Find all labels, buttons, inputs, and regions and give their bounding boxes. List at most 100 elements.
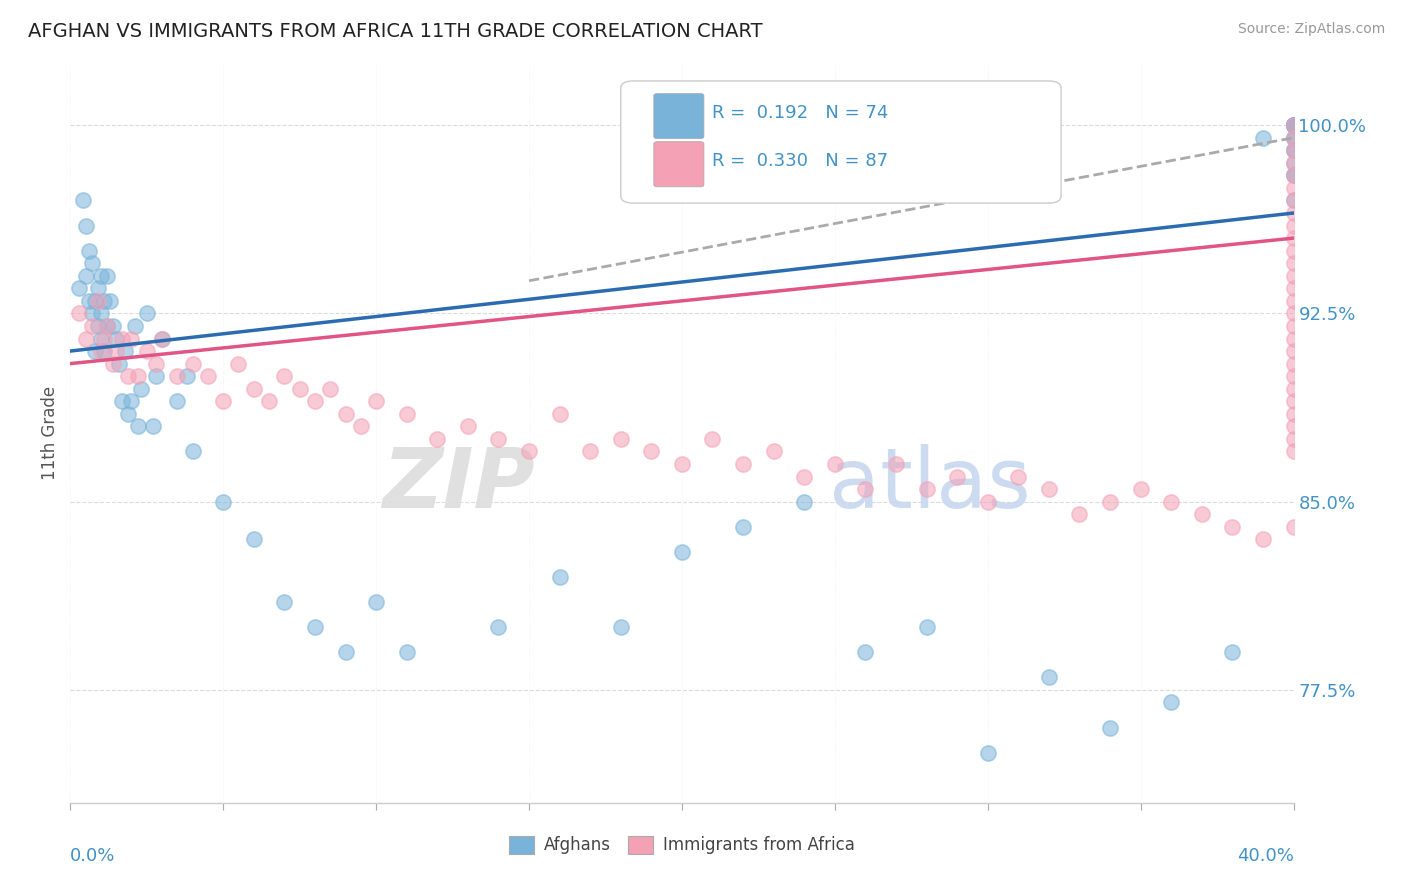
- Point: [731, 457, 754, 471]
- Point: [90, 306, 112, 320]
- Point: [243, 382, 266, 396]
- Point: [426, 432, 449, 446]
- Point: [166, 394, 188, 409]
- Point: [80, 256, 103, 270]
- Point: [93, 293, 115, 308]
- Point: [1282, 118, 1305, 132]
- Point: [366, 595, 388, 609]
- Text: atlas: atlas: [828, 444, 1031, 525]
- Point: [1282, 118, 1305, 132]
- Point: [1282, 281, 1305, 295]
- Point: [176, 369, 198, 384]
- Point: [1282, 143, 1305, 157]
- Legend: Afghans, Immigrants from Africa: Afghans, Immigrants from Africa: [502, 829, 862, 861]
- Point: [145, 357, 167, 371]
- Point: [1282, 194, 1305, 208]
- Point: [77, 244, 100, 258]
- Point: [121, 394, 143, 409]
- Point: [105, 344, 128, 359]
- Point: [117, 369, 139, 384]
- Point: [1282, 118, 1305, 132]
- Point: [273, 369, 295, 384]
- Y-axis label: 11th Grade: 11th Grade: [41, 385, 59, 480]
- Point: [1220, 645, 1243, 659]
- Point: [855, 482, 877, 496]
- Point: [824, 457, 846, 471]
- Point: [114, 344, 136, 359]
- Point: [212, 394, 235, 409]
- Point: [121, 331, 143, 345]
- Point: [127, 369, 149, 384]
- Point: [135, 306, 157, 320]
- Point: [83, 293, 105, 308]
- Point: [1282, 344, 1305, 359]
- Point: [1160, 695, 1182, 709]
- Point: [1282, 118, 1305, 132]
- Point: [793, 494, 815, 508]
- Point: [1282, 244, 1305, 258]
- Point: [98, 293, 121, 308]
- Point: [1282, 357, 1305, 371]
- Text: ZIP: ZIP: [382, 444, 536, 525]
- Point: [181, 444, 204, 458]
- Point: [1282, 219, 1305, 233]
- Point: [1220, 520, 1243, 534]
- Point: [1069, 507, 1091, 521]
- Point: [212, 494, 235, 508]
- Point: [1282, 419, 1305, 434]
- Point: [976, 746, 998, 760]
- Point: [96, 268, 118, 283]
- Point: [111, 394, 134, 409]
- Point: [1038, 482, 1060, 496]
- Point: [1282, 143, 1305, 157]
- Point: [915, 620, 938, 634]
- Point: [117, 407, 139, 421]
- Point: [548, 407, 571, 421]
- Text: 0.0%: 0.0%: [70, 847, 115, 865]
- Point: [75, 268, 97, 283]
- Point: [105, 331, 128, 345]
- Point: [1282, 394, 1305, 409]
- Point: [579, 444, 602, 458]
- FancyBboxPatch shape: [654, 94, 704, 138]
- Point: [1282, 206, 1305, 220]
- Point: [1282, 331, 1305, 345]
- Point: [1282, 369, 1305, 384]
- Point: [72, 194, 94, 208]
- Point: [83, 344, 105, 359]
- Point: [1282, 118, 1305, 132]
- Text: R =  0.330   N = 87: R = 0.330 N = 87: [713, 152, 889, 169]
- Point: [1282, 181, 1305, 195]
- Point: [93, 331, 115, 345]
- Point: [273, 595, 295, 609]
- Point: [90, 331, 112, 345]
- Point: [610, 620, 633, 634]
- Point: [77, 293, 100, 308]
- Point: [1282, 118, 1305, 132]
- Point: [1099, 721, 1122, 735]
- Point: [1282, 256, 1305, 270]
- FancyBboxPatch shape: [621, 81, 1062, 203]
- Point: [1282, 444, 1305, 458]
- Point: [75, 219, 97, 233]
- Point: [90, 268, 112, 283]
- Point: [108, 357, 131, 371]
- Point: [90, 344, 112, 359]
- Point: [69, 281, 91, 295]
- Point: [976, 494, 998, 508]
- Point: [1191, 507, 1213, 521]
- Point: [517, 444, 540, 458]
- Text: R =  0.192   N = 74: R = 0.192 N = 74: [713, 103, 889, 122]
- Point: [548, 570, 571, 584]
- Point: [257, 394, 280, 409]
- Point: [101, 318, 124, 333]
- Point: [319, 382, 342, 396]
- Point: [671, 457, 693, 471]
- Text: 40.0%: 40.0%: [1237, 847, 1294, 865]
- Point: [87, 318, 110, 333]
- Point: [1038, 670, 1060, 684]
- Point: [1251, 130, 1274, 145]
- Point: [1282, 118, 1305, 132]
- Point: [1282, 169, 1305, 183]
- Point: [87, 293, 110, 308]
